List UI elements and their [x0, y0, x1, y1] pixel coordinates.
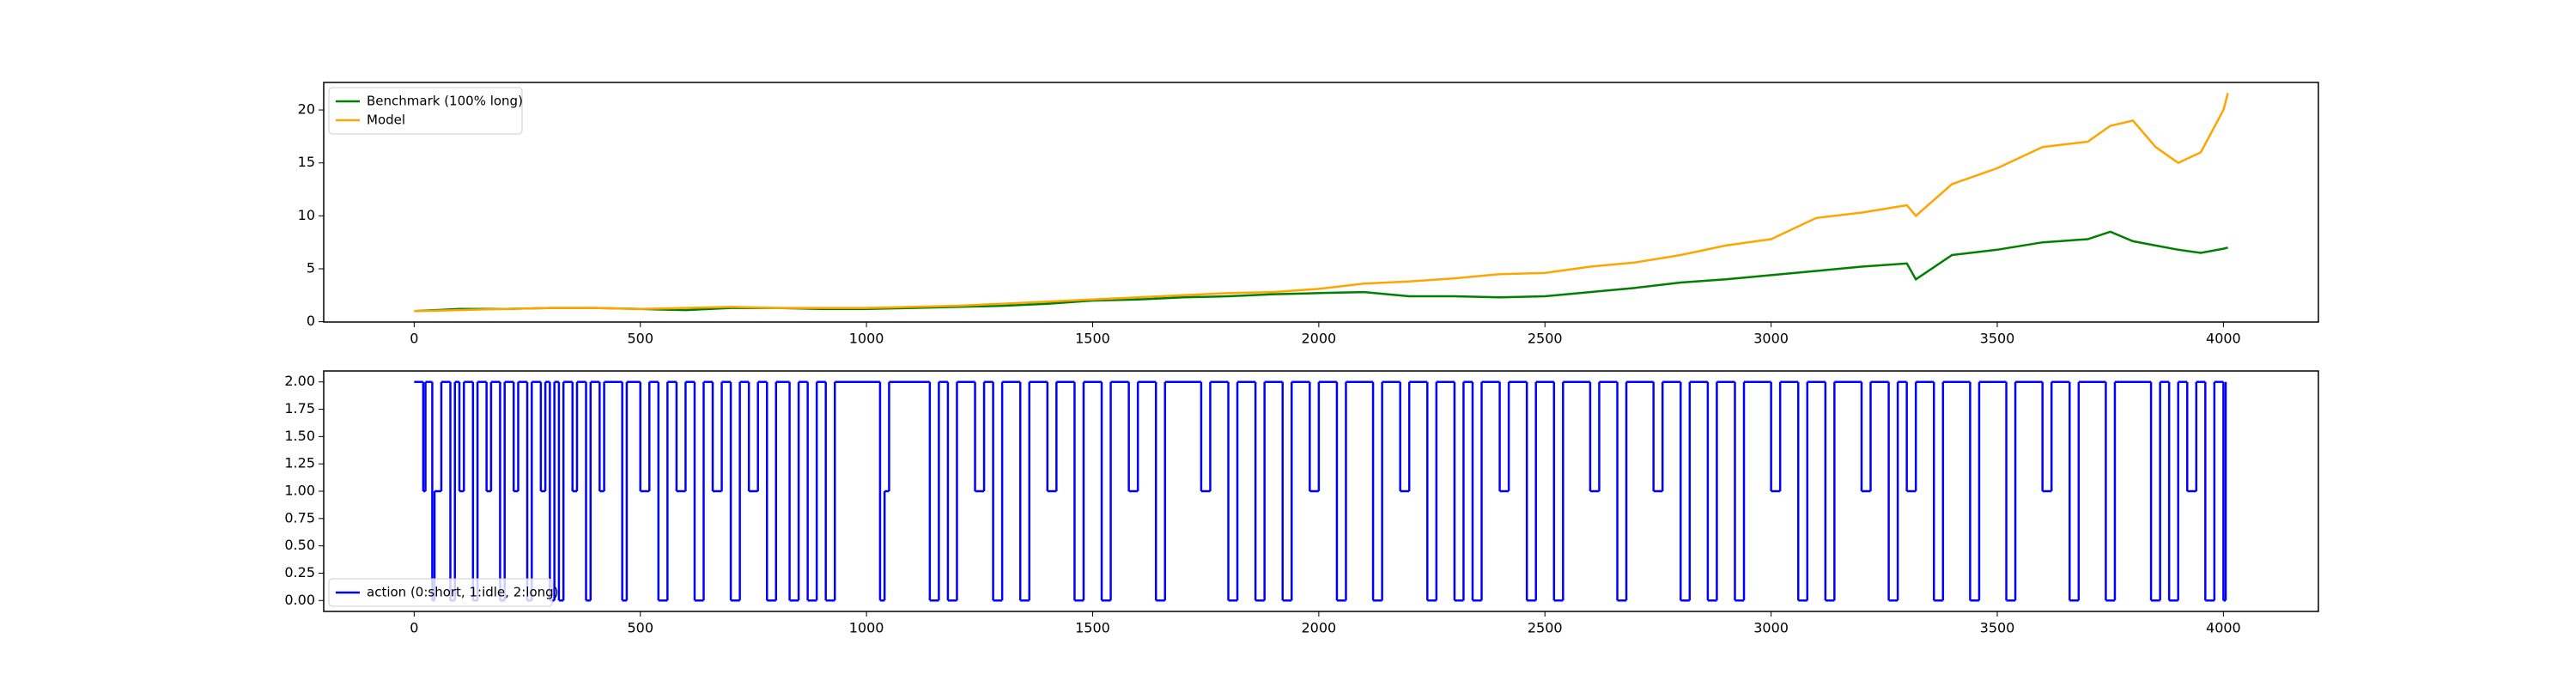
y-tick-label: 15 [298, 154, 315, 170]
x-tick-label: 1500 [1075, 620, 1110, 636]
x-tick-label: 1500 [1075, 331, 1110, 347]
plot-area [414, 380, 2227, 602]
y-tick-label: 1.50 [284, 428, 315, 444]
x-tick-label: 0 [410, 331, 418, 347]
axes-frame [323, 82, 2319, 323]
y-tick-label: 1.25 [284, 455, 315, 471]
x-tick-label: 2000 [1302, 331, 1337, 347]
series-line [414, 92, 2229, 313]
plot-area [414, 92, 2229, 313]
y-tick-label: 0.00 [284, 592, 315, 608]
x-tick-label: 3500 [1980, 620, 2015, 636]
y-tick-label: 1.00 [284, 483, 315, 499]
y-tick-label: 2.00 [284, 373, 315, 389]
legend-label: Model [367, 112, 405, 128]
legend-box [328, 87, 523, 135]
y-tick-label: 0 [307, 313, 315, 329]
y-tick-label: 20 [298, 101, 315, 118]
x-tick-label: 2000 [1302, 620, 1337, 636]
series-line [414, 230, 2228, 313]
x-tick-label: 1000 [849, 331, 884, 347]
x-tick-label: 3000 [1753, 331, 1789, 347]
x-tick-label: 2500 [1528, 331, 1563, 347]
y-tick-label: 0.75 [284, 509, 315, 526]
legend-label: action (0:short, 1:idle, 2:long) [367, 585, 559, 600]
axes-frame [323, 370, 2319, 612]
y-tick-label: 0.50 [284, 537, 315, 553]
y-tick-label: 10 [298, 207, 315, 223]
x-tick-label: 1000 [849, 620, 884, 636]
axes: 0 500 1000 1500 2000 2500 3000 3500 4000 0 5 10 15 20… [298, 82, 2319, 347]
x-tick-label: 3000 [1753, 620, 1789, 636]
legend-box [328, 578, 553, 607]
x-tick-label: 3500 [1980, 331, 2015, 347]
x-tick-label: 500 [627, 620, 653, 636]
y-tick-label: 5 [307, 259, 315, 276]
x-tick-label: 4000 [2206, 620, 2241, 636]
legend-label: Benchmark (100% long) [367, 94, 523, 109]
legend: action (0:short, 1:idle, 2:long) [328, 578, 559, 607]
x-tick-label: 0 [410, 620, 418, 636]
x-tick-label: 4000 [2206, 331, 2241, 347]
legend: Benchmark (100% long) Model [328, 87, 523, 135]
y-tick-label: 1.75 [284, 400, 315, 416]
axes: 0 500 1000 1500 2000 2500 3000 3500 4000 0.00 0.25… [284, 370, 2319, 636]
x-tick-label: 2500 [1528, 620, 1563, 636]
y-tick-label: 0.25 [284, 564, 315, 581]
x-tick-label: 500 [627, 331, 653, 347]
